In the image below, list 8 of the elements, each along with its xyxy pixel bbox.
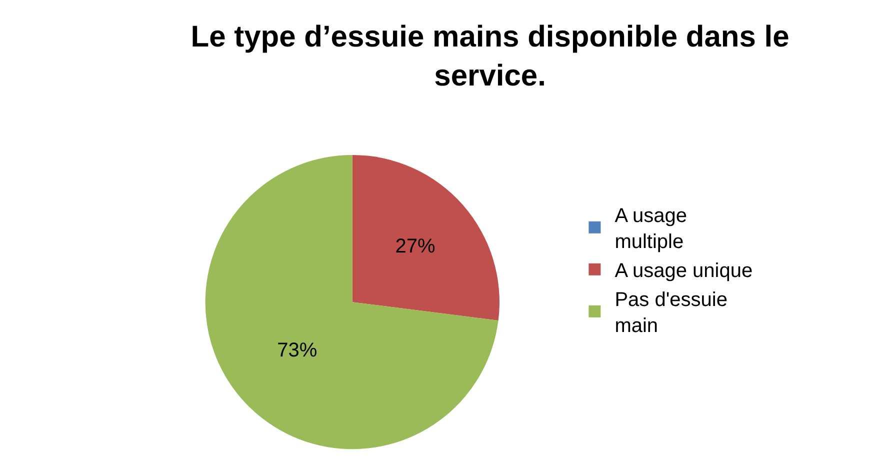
pie-slice <box>352 154 500 320</box>
chart-title: Le type d’essuie mains disponible dans le service. <box>190 20 790 92</box>
legend-label: A usage multiple <box>614 205 687 254</box>
data-label: 73% <box>277 340 318 362</box>
pie-slice <box>205 154 498 450</box>
legend-label: A usage unique <box>614 260 753 282</box>
data-label: 27% <box>395 235 436 258</box>
legend-label: Pas d'essuie main <box>614 289 728 338</box>
